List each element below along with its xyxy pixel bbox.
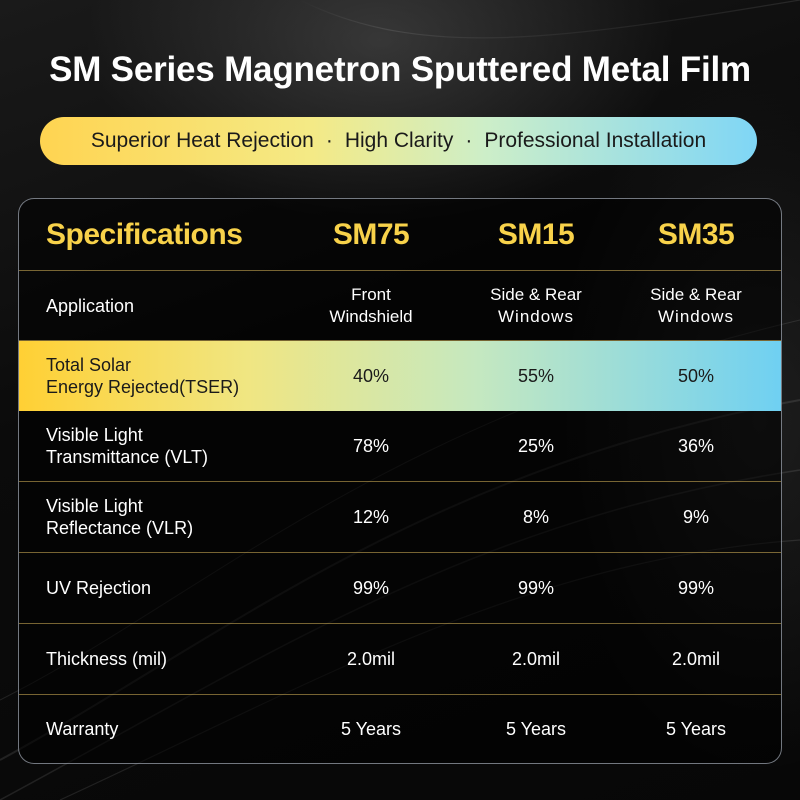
cell-line: Windshield <box>329 306 413 326</box>
cell-sm75: 99% <box>352 578 390 598</box>
cell-sm35: 5 Years <box>665 718 727 739</box>
cell-sm75: 2.0mil <box>346 649 395 669</box>
label-line: Transmittance (VLT) <box>46 447 209 467</box>
label-line: Energy Rejected(TSER) <box>46 377 240 397</box>
cell-sm35: 50% <box>677 366 715 386</box>
cell-sm35: Side & Rear Windows <box>631 271 761 340</box>
table-header-row: Specifications SM75 SM15 SM35 <box>19 199 781 271</box>
table-row-tser: Total Solar Energy Rejected(TSER) 40% 55%… <box>19 341 781 411</box>
cell-sm35: 99% <box>677 578 715 598</box>
cell-line: Side & Rear <box>650 284 742 304</box>
label-line: Total Solar <box>46 355 132 375</box>
feature-banner: Superior Heat Rejection · High Clarity ·… <box>40 117 757 165</box>
cell-sm15: Side & Rear Windows <box>471 271 601 340</box>
feature-professional-installation: Professional Installation <box>484 129 707 152</box>
header-sm15: SM15 <box>497 217 575 251</box>
row-label: Thickness (mil) <box>46 649 168 669</box>
cell-sm15: 99% <box>517 578 555 598</box>
feature-heat-rejection: Superior Heat Rejection <box>90 129 314 152</box>
cell-sm35: 2.0mil <box>671 649 720 669</box>
cell-line: Windows <box>498 306 574 326</box>
cell-sm15: 8% <box>522 507 549 527</box>
cell-sm35: 9% <box>682 507 709 527</box>
cell-sm15: 2.0mil <box>511 649 560 669</box>
label-line: Visible Light <box>46 496 143 516</box>
row-label: Visible Light Transmittance (VLT) <box>46 411 316 481</box>
separator-dot: · <box>325 129 333 152</box>
cell-sm75: 78% <box>352 436 390 456</box>
separator-dot: · <box>465 129 473 152</box>
cell-sm15: 55% <box>517 366 555 386</box>
cell-sm75: 5 Years <box>340 718 402 739</box>
label-line: Reflectance (VLR) <box>46 518 194 538</box>
cell-line: Windows <box>658 306 734 326</box>
feature-high-clarity: High Clarity <box>344 129 454 152</box>
row-label: Total Solar Energy Rejected(TSER) <box>46 341 316 411</box>
cell-sm75: 40% <box>352 366 390 386</box>
table-row-application: Application Front Windshield Side & Rear W… <box>19 271 781 341</box>
header-sm75: SM75 <box>332 217 410 251</box>
table-row-vlt: Visible Light Transmittance (VLT) 78% 25%… <box>19 411 781 482</box>
header-specifications: Specifications <box>46 217 243 251</box>
cell-line: Front <box>351 284 391 304</box>
header-sm35: SM35 <box>657 217 735 251</box>
cell-sm75: Front Windshield <box>311 271 431 340</box>
row-label: UV Rejection <box>46 578 152 598</box>
page-title: SM Series Magnetron Sputtered Metal Film <box>49 50 751 89</box>
cell-sm75: 12% <box>352 507 390 527</box>
specifications-table: Specifications SM75 SM15 SM35 Applicatio… <box>18 198 782 764</box>
cell-line: Side & Rear <box>490 284 582 304</box>
row-label: Application <box>46 295 135 316</box>
table-row-vlr: Visible Light Reflectance (VLR) 12% 8% 9% <box>19 482 781 553</box>
label-line: Visible Light <box>46 425 143 445</box>
table-row-thickness: Thickness (mil) 2.0mil 2.0mil 2.0mil <box>19 624 781 695</box>
cell-sm15: 5 Years <box>505 718 567 739</box>
cell-sm15: 25% <box>517 436 555 456</box>
row-label: Warranty <box>46 718 119 739</box>
table-row-uv-rejection: UV Rejection 99% 99% 99% <box>19 553 781 624</box>
row-label: Visible Light Reflectance (VLR) <box>46 482 316 552</box>
table-row-warranty: Warranty 5 Years 5 Years 5 Years <box>19 694 781 763</box>
cell-sm35: 36% <box>677 436 715 456</box>
